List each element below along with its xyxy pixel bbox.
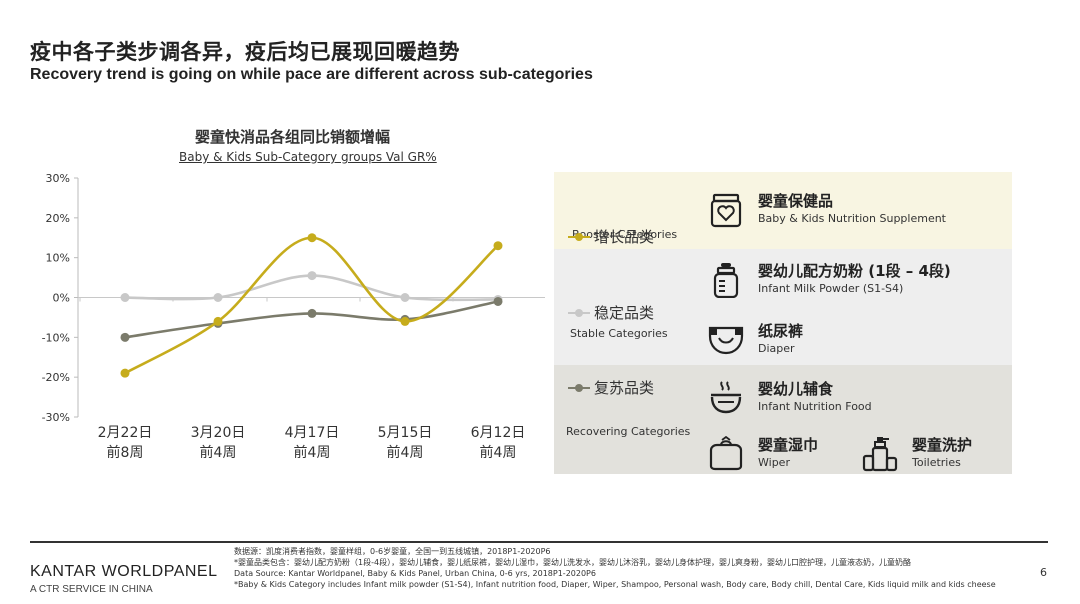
category-toiletries: 婴童洗护 Toiletries [862, 436, 972, 472]
legend-stable: 稳定品类 [568, 302, 654, 323]
data-point-stable [400, 293, 410, 302]
y-tick-label: 10% [46, 252, 70, 265]
supplement-jar-icon [710, 193, 742, 228]
category-diaper: 纸尿裤 Diaper [708, 322, 803, 358]
toiletries-icon [862, 437, 898, 472]
brand-tagline: A CTR SERVICE IN CHINA [30, 584, 153, 595]
footnotes: 数据源：凯度消费者指数，婴童样组，0-6岁婴童，全国一到五线城镇，2018P1-… [234, 546, 1024, 590]
chart-subtitle: Baby & Kids Sub-Category groups Val GR% [179, 150, 437, 164]
data-point-booster [400, 316, 410, 326]
x-tick-label: 前4周 [200, 444, 237, 461]
category-wiper-en: Wiper [758, 456, 790, 469]
y-tick-label: -10% [42, 331, 70, 344]
category-diaper-cn: 纸尿裤 [758, 322, 804, 340]
category-infant-milk: 婴幼儿配方奶粉 (1段 – 4段) Infant Milk Powder (S1… [708, 262, 951, 298]
x-tick-label: 5月15日 [378, 425, 433, 441]
data-point-booster [120, 368, 130, 378]
data-point-recovering [493, 296, 503, 306]
series-line-booster [124, 236, 499, 375]
legend-booster-en: Booster Categories [572, 228, 678, 241]
category-milk-cn: 婴幼儿配方奶粉 (1段 – 4段) [758, 262, 951, 280]
category-food-cn: 婴幼儿辅食 [758, 380, 834, 398]
y-tick-label: -30% [42, 411, 70, 424]
stable-panel [554, 249, 1012, 365]
x-tick-label: 2月22日 [98, 425, 153, 441]
legend-booster-swatch [568, 232, 590, 241]
category-wiper: 婴童湿巾 Wiper [708, 436, 818, 472]
category-nutrition-cn: 婴童保健品 [758, 192, 834, 210]
category-milk-en: Infant Milk Powder (S1-S4) [758, 282, 904, 295]
milk-bottle-icon [713, 263, 739, 298]
legend-stable-en: Stable Categories [570, 327, 668, 340]
x-tick-label: 6月12日 [471, 425, 526, 441]
y-tick-label: 20% [46, 212, 70, 225]
category-infant-food: 婴幼儿辅食 Infant Nutrition Food [708, 380, 872, 416]
legend-stable-cn: 稳定品类 [594, 304, 655, 322]
category-wiper-cn: 婴童湿巾 [758, 436, 819, 454]
y-tick-label: 30% [46, 172, 70, 185]
legend-recovering: 复苏品类 [568, 377, 654, 398]
booster-panel [554, 172, 1012, 249]
x-tick-label: 前4周 [480, 444, 517, 461]
footnote-category-en: *Baby & Kids Category includes Infant mi… [234, 580, 996, 589]
diaper-icon [708, 326, 744, 355]
footnote-source-en: Data Source: Kantar Worldpanel, Baby & K… [234, 569, 596, 578]
series-line-recovering [124, 300, 499, 339]
legend-recovering-cn: 复苏品类 [594, 379, 655, 397]
chart-title: 婴童快消品各组同比销额增幅 [195, 128, 391, 146]
legend-recovering-swatch [568, 383, 590, 392]
brand-logo: KANTAR WORLDPANEL [30, 563, 218, 580]
page-title-cn: 疫中各子类步调各异，疫后均已展现回暖趋势 [30, 40, 460, 64]
y-tick-label: 0% [53, 292, 70, 305]
category-toiletries-cn: 婴童洗护 [912, 436, 973, 454]
food-bowl-icon [710, 381, 742, 414]
recovering-panel [554, 365, 1012, 474]
legend-stable-swatch [568, 308, 590, 317]
page-number: 6 [1040, 566, 1047, 579]
x-tick-label: 前4周 [387, 444, 424, 461]
legend-booster: 增长品类 [568, 226, 654, 247]
data-point-stable [213, 293, 223, 302]
x-tick-label: 4月17日 [285, 425, 340, 441]
page-title-en: Recovery trend is going on while pace ar… [30, 66, 593, 83]
footnote-source-cn: 数据源：凯度消费者指数，婴童样组，0-6岁婴童，全国一到五线城镇，2018P1-… [234, 547, 551, 556]
y-tick-label: -20% [42, 371, 70, 384]
data-point-stable [307, 271, 317, 281]
x-tick-label: 前8周 [107, 444, 144, 461]
data-point-booster [307, 233, 317, 243]
x-tick-label: 3月20日 [191, 425, 246, 441]
wipes-icon [709, 436, 743, 471]
category-nutrition-en: Baby & Kids Nutrition Supplement [758, 212, 946, 225]
footer-divider [30, 541, 1048, 543]
data-point-booster [213, 316, 223, 326]
data-point-booster [493, 241, 503, 251]
data-point-stable [120, 293, 130, 302]
category-diaper-en: Diaper [758, 342, 795, 355]
legend-booster-cn: 增长品类 [594, 228, 655, 246]
x-tick-label: 前4周 [294, 444, 331, 461]
data-point-recovering [120, 332, 130, 342]
category-food-en: Infant Nutrition Food [758, 400, 872, 413]
data-point-recovering [307, 308, 317, 318]
legend-recovering-en: Recovering Categories [566, 425, 691, 438]
footnote-category-cn: *婴童品类包含：婴幼儿配方奶粉（1段-4段），婴幼儿辅食，婴儿纸尿裤，婴幼儿湿巾… [234, 558, 912, 567]
category-nutrition-supplement: 婴童保健品 Baby & Kids Nutrition Supplement [708, 192, 946, 228]
category-toiletries-en: Toiletries [912, 456, 961, 469]
